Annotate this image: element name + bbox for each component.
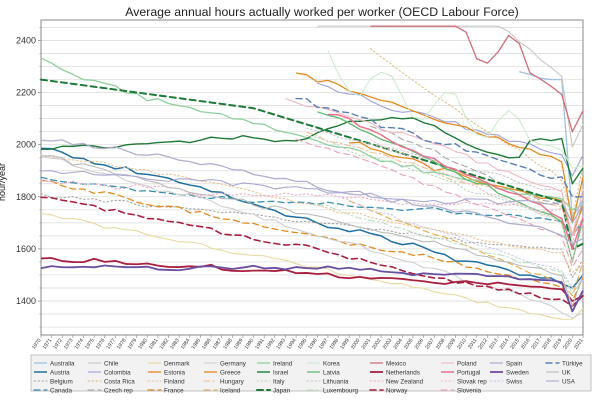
svg-text:1990: 1990 (244, 338, 256, 351)
svg-text:Swiss: Swiss (506, 379, 522, 386)
svg-text:Greece: Greece (220, 370, 241, 377)
svg-text:2011: 2011 (467, 338, 478, 351)
svg-text:Lithuania: Lithuania (323, 379, 349, 386)
svg-text:1998: 1998 (329, 338, 341, 351)
svg-text:Türkiye: Türkiye (562, 361, 583, 368)
svg-text:Slovenia: Slovenia (457, 388, 482, 395)
svg-text:Iceland: Iceland (220, 388, 241, 395)
svg-text:Poland: Poland (457, 361, 477, 368)
svg-text:Mexico: Mexico (386, 361, 406, 368)
svg-text:2017: 2017 (531, 338, 543, 351)
svg-text:2007: 2007 (424, 338, 436, 351)
svg-text:1978: 1978 (116, 338, 128, 351)
svg-text:Czech rep: Czech rep (104, 388, 133, 395)
svg-text:2015: 2015 (509, 338, 521, 351)
svg-text:1400: 1400 (16, 296, 36, 306)
svg-text:1995: 1995 (297, 338, 309, 351)
svg-text:Denmark: Denmark (164, 361, 190, 368)
svg-text:Australia: Australia (50, 361, 75, 368)
svg-text:France: France (164, 388, 184, 395)
svg-text:2400: 2400 (16, 36, 36, 46)
svg-text:2021: 2021 (573, 338, 585, 351)
svg-text:New Zealand: New Zealand (386, 379, 424, 386)
svg-text:Austria: Austria (50, 370, 70, 377)
svg-text:Estonia: Estonia (164, 370, 186, 377)
svg-text:Sweden: Sweden (506, 370, 529, 377)
svg-text:1972: 1972 (52, 338, 64, 351)
svg-text:Colombia: Colombia (104, 370, 131, 377)
svg-text:1999: 1999 (339, 338, 351, 351)
svg-text:1800: 1800 (16, 192, 36, 202)
svg-text:Spain: Spain (506, 361, 523, 368)
svg-text:2010: 2010 (456, 338, 468, 351)
svg-text:1982: 1982 (159, 338, 171, 351)
svg-text:Portugal: Portugal (457, 370, 480, 377)
svg-text:1983: 1983 (169, 338, 181, 351)
svg-text:1992: 1992 (265, 338, 277, 351)
svg-text:USA: USA (562, 379, 576, 386)
svg-text:2000: 2000 (350, 338, 362, 351)
svg-text:Latvia: Latvia (323, 370, 340, 377)
svg-text:Italy: Italy (273, 379, 285, 386)
svg-text:1987: 1987 (212, 338, 224, 351)
svg-text:2012: 2012 (477, 338, 489, 351)
svg-text:2004: 2004 (392, 338, 404, 351)
svg-text:1986: 1986 (201, 338, 213, 351)
svg-text:1970: 1970 (31, 338, 43, 351)
svg-text:2002: 2002 (371, 338, 383, 351)
svg-text:1980: 1980 (137, 338, 149, 351)
svg-text:2005: 2005 (403, 338, 415, 351)
svg-text:1977: 1977 (105, 338, 117, 351)
svg-text:Japan: Japan (273, 388, 291, 395)
svg-text:Hungary: Hungary (220, 379, 245, 386)
svg-text:2019: 2019 (552, 338, 564, 351)
svg-text:2001: 2001 (361, 338, 373, 351)
svg-text:Canada: Canada (50, 388, 73, 395)
svg-text:1997: 1997 (318, 338, 330, 351)
svg-text:1984: 1984 (180, 338, 192, 351)
svg-text:2006: 2006 (414, 338, 426, 351)
svg-text:1996: 1996 (307, 338, 319, 351)
svg-text:2000: 2000 (16, 140, 36, 150)
svg-text:Belgium: Belgium (50, 379, 73, 386)
svg-text:Netherlands: Netherlands (386, 370, 420, 377)
svg-text:1981: 1981 (148, 338, 160, 351)
svg-text:1974: 1974 (74, 338, 86, 351)
svg-text:2018: 2018 (541, 338, 553, 351)
svg-text:Ireland: Ireland (273, 361, 293, 368)
svg-text:2200: 2200 (16, 88, 36, 98)
svg-text:1975: 1975 (84, 338, 96, 351)
svg-text:1971: 1971 (42, 338, 54, 351)
svg-text:2016: 2016 (520, 338, 532, 351)
svg-text:2003: 2003 (382, 338, 394, 351)
svg-text:Finland: Finland (164, 379, 185, 386)
svg-text:1976: 1976 (95, 338, 107, 351)
svg-text:Luxembourg: Luxembourg (323, 388, 359, 395)
svg-text:Korea: Korea (323, 361, 340, 368)
svg-text:1989: 1989 (233, 338, 245, 351)
svg-text:2008: 2008 (435, 338, 447, 351)
svg-text:2013: 2013 (488, 338, 500, 351)
svg-text:1973: 1973 (63, 338, 75, 351)
svg-text:1991: 1991 (254, 338, 266, 351)
svg-text:1979: 1979 (127, 338, 139, 351)
svg-text:1993: 1993 (276, 338, 288, 351)
svg-text:Costa Rica: Costa Rica (104, 379, 135, 386)
svg-text:1994: 1994 (286, 338, 298, 351)
svg-text:2020: 2020 (562, 338, 574, 351)
svg-text:UK: UK (562, 370, 572, 377)
svg-text:Germany: Germany (220, 361, 247, 368)
svg-text:Norway: Norway (386, 388, 408, 395)
svg-text:Chile: Chile (104, 361, 119, 368)
svg-text:Israel: Israel (273, 370, 288, 377)
svg-text:2014: 2014 (499, 338, 511, 351)
svg-text:1600: 1600 (16, 244, 36, 254)
svg-text:2009: 2009 (446, 338, 458, 351)
svg-text:Slovak rep: Slovak rep (457, 379, 487, 386)
svg-text:1988: 1988 (222, 338, 234, 351)
svg-text:1985: 1985 (191, 338, 203, 351)
